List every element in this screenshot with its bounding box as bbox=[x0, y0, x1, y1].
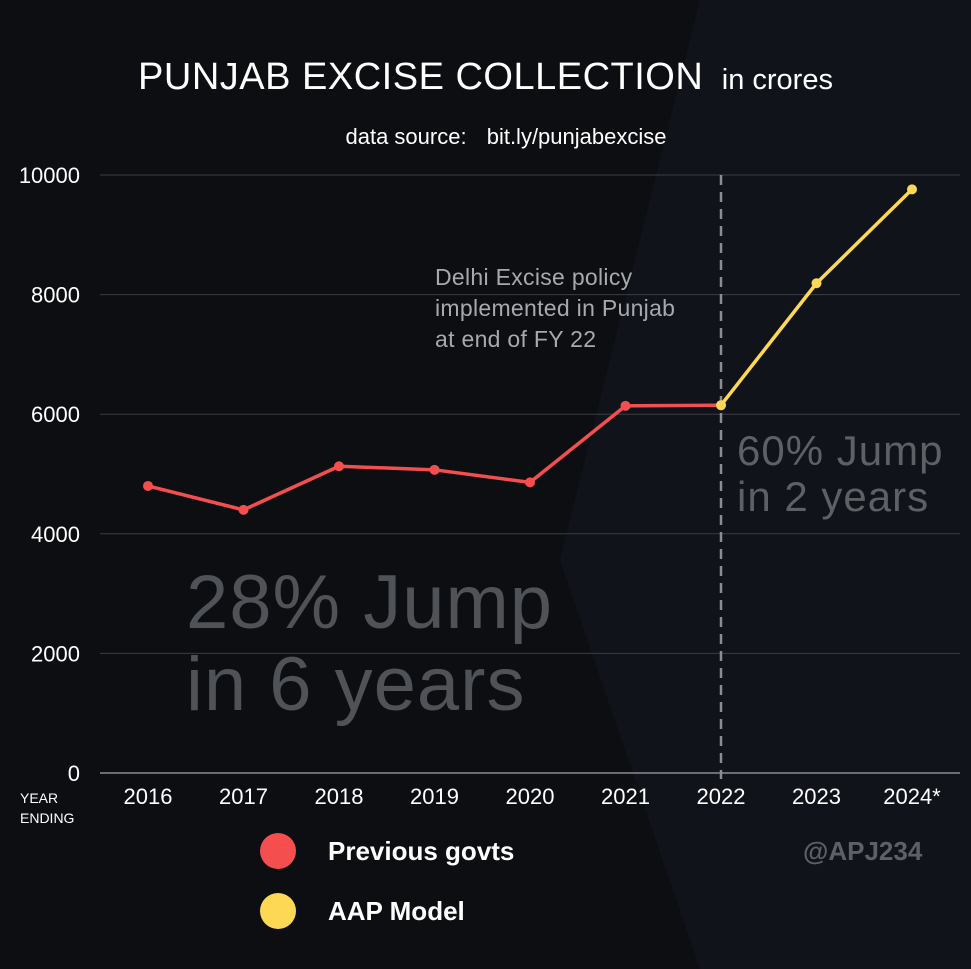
data-point-aap-model bbox=[716, 400, 726, 411]
x-tick-label: 2018 bbox=[315, 784, 364, 809]
y-tick-label: 0 bbox=[68, 761, 80, 786]
data-point-previous-govts bbox=[525, 477, 535, 488]
annotation-line: at end of FY 22 bbox=[435, 326, 597, 352]
data-point-previous-govts bbox=[620, 400, 631, 411]
legend-swatch bbox=[260, 893, 296, 929]
data-point-previous-govts bbox=[143, 480, 153, 491]
x-axis-caption: YEAR ENDING bbox=[20, 788, 74, 828]
series-line-previous-govts bbox=[147, 403, 722, 512]
legend-label: Previous govts bbox=[328, 835, 515, 866]
series-line-aap-model bbox=[719, 188, 914, 407]
y-tick-label: 4000 bbox=[31, 522, 80, 547]
legend-label: AAP Model bbox=[328, 895, 465, 926]
legend-item-aap-model: AAP Model bbox=[260, 891, 465, 931]
annotation-line: implemented in Punjab bbox=[435, 295, 676, 321]
previous-jump-label: 28% Jump in 6 years bbox=[186, 562, 553, 726]
policy-annotation: Delhi Excise policy implemented in Punja… bbox=[435, 262, 675, 355]
data-point-previous-govts bbox=[429, 464, 440, 475]
x-tick-label: 2020 bbox=[506, 784, 555, 809]
data-source-line: data source: bit.ly/punjabexcise bbox=[0, 124, 971, 150]
data-point-previous-govts bbox=[238, 504, 249, 515]
y-tick-label: 2000 bbox=[31, 641, 80, 666]
previous-jump-line: 28% Jump bbox=[186, 560, 554, 645]
aap-jump-line: 60% Jump bbox=[737, 427, 944, 474]
x-tick-label: 2021 bbox=[601, 784, 650, 809]
x-tick-label: 2024* bbox=[883, 784, 941, 809]
author-handle: @APJ234 bbox=[803, 836, 923, 866]
x-tick-label: 2023 bbox=[792, 784, 841, 809]
x-tick-label: 2016 bbox=[124, 784, 173, 809]
aap-jump-label: 60% Jump in 2 years bbox=[737, 428, 943, 520]
y-tick-label: 8000 bbox=[31, 283, 80, 308]
legend-swatch bbox=[260, 833, 296, 869]
title-main: PUNJAB EXCISE COLLECTION bbox=[138, 56, 704, 98]
x-caption-line-2: ENDING bbox=[20, 810, 75, 826]
legend-item-previous-govts: Previous govts bbox=[260, 831, 514, 871]
title-unit: in crores bbox=[721, 64, 833, 96]
annotation-line: Delhi Excise policy bbox=[435, 264, 633, 290]
data-source-label: data source: bbox=[345, 124, 467, 149]
data-source-link[interactable]: bit.ly/punjabexcise bbox=[486, 124, 667, 149]
x-tick-label: 2017 bbox=[219, 784, 268, 809]
y-tick-label: 10000 bbox=[19, 163, 80, 188]
data-point-aap-model bbox=[811, 278, 822, 289]
aap-jump-line: in 2 years bbox=[737, 473, 930, 520]
x-tick-label: 2019 bbox=[410, 784, 459, 809]
data-point-previous-govts bbox=[334, 461, 344, 472]
previous-jump-line: in 6 years bbox=[186, 642, 526, 727]
x-tick-label: 2022 bbox=[697, 784, 746, 809]
data-point-aap-model bbox=[907, 184, 917, 195]
y-tick-label: 6000 bbox=[31, 402, 80, 427]
x-caption-line-1: YEAR bbox=[20, 790, 59, 806]
chart-title: PUNJAB EXCISE COLLECTION in crores bbox=[0, 56, 971, 99]
